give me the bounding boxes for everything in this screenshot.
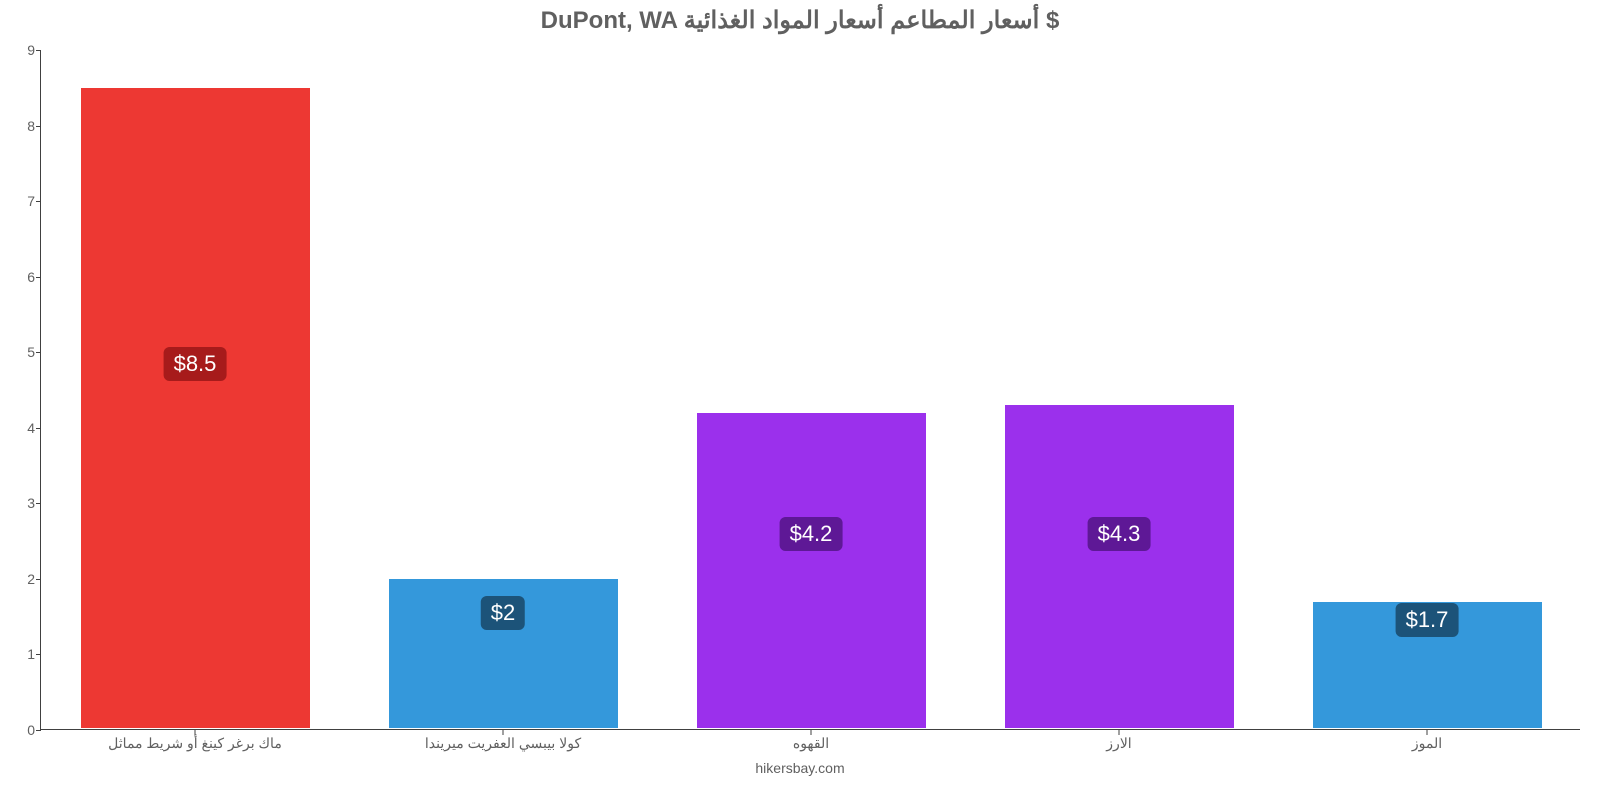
x-tick-mark [503,730,504,735]
y-tick-label: 3 [27,495,35,511]
x-tick-label: الارز [1106,735,1131,752]
y-tick-mark [36,201,41,202]
chart-source: hikersbay.com [0,760,1600,776]
bar [1004,404,1235,729]
chart-container: DuPont, WA أسعار المطاعم أسعار المواد ال… [0,0,1600,800]
y-tick-mark [36,654,41,655]
y-tick-label: 6 [27,269,35,285]
bar-value-badge: $2 [481,596,525,630]
x-tick-mark [195,730,196,735]
y-tick-mark [36,277,41,278]
x-tick-label: القهوه [793,735,829,752]
y-tick-label: 8 [27,118,35,134]
y-tick-label: 4 [27,420,35,436]
y-tick-label: 1 [27,646,35,662]
y-tick-label: 9 [27,42,35,58]
bar [696,412,927,729]
bar-value-badge: $8.5 [164,347,227,381]
y-tick-label: 2 [27,571,35,587]
bar-value-badge: $4.3 [1088,517,1151,551]
x-tick-label: ماك برغر كينغ أو شريط مماثل [108,735,282,752]
x-tick-mark [811,730,812,735]
y-tick-label: 0 [27,722,35,738]
bar-value-badge: $4.2 [780,517,843,551]
y-tick-label: 5 [27,344,35,360]
y-tick-label: 7 [27,193,35,209]
x-tick-label: كولا بيبسي العفريت ميريندا [425,735,581,752]
y-tick-mark [36,503,41,504]
bar-value-badge: $1.7 [1396,603,1459,637]
chart-title: DuPont, WA أسعار المطاعم أسعار المواد ال… [0,6,1600,35]
y-tick-mark [36,428,41,429]
x-tick-mark [1427,730,1428,735]
plot-area: 0123456789$8.5ماك برغر كينغ أو شريط مماث… [40,50,1580,730]
x-tick-label: الموز [1412,735,1442,752]
y-tick-mark [36,126,41,127]
x-tick-mark [1119,730,1120,735]
y-tick-mark [36,50,41,51]
y-tick-mark [36,579,41,580]
y-tick-mark [36,352,41,353]
bar [80,87,311,729]
y-tick-mark [36,730,41,731]
